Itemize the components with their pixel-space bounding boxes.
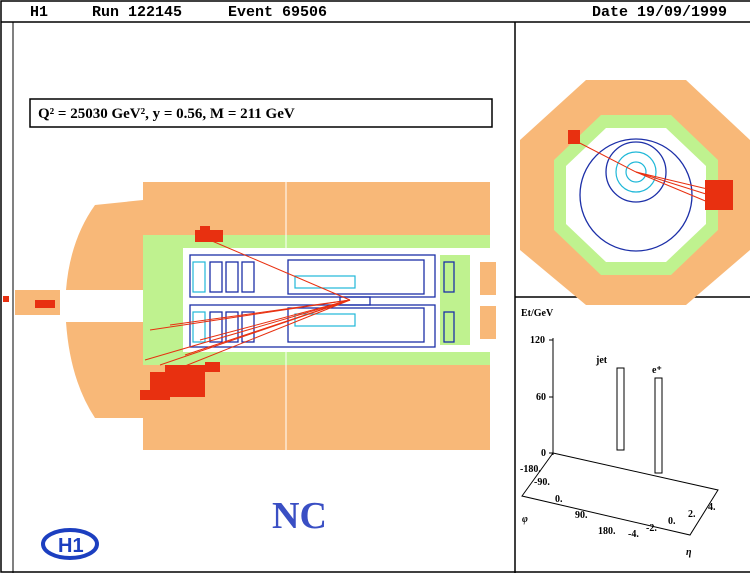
lego-plot-part bbox=[522, 453, 718, 535]
kinematics-box: Q² = 25030 GeV², y = 0.56, M = 211 GeV bbox=[30, 99, 492, 127]
side-view-detector-part bbox=[480, 262, 496, 295]
end-view-part bbox=[566, 128, 706, 262]
phi-tick: 180. bbox=[598, 526, 616, 537]
header: H1 Run 122145 Event 69506 Date 19/09/199… bbox=[30, 4, 727, 21]
eta-label: η bbox=[686, 547, 692, 558]
eta-tick: -4. bbox=[628, 529, 639, 540]
end-view bbox=[520, 80, 750, 305]
e-tick: 0 bbox=[541, 448, 546, 459]
e-tick: 60 bbox=[536, 392, 546, 403]
side-view-detector-part bbox=[66, 322, 143, 418]
logo: H1 bbox=[43, 530, 97, 558]
body: H1 Run 122145 Event 69506 Date 19/09/199… bbox=[0, 0, 750, 573]
phi-tick: -90. bbox=[534, 477, 550, 488]
end-view-part bbox=[568, 130, 580, 144]
phi-tick: -180. bbox=[520, 464, 541, 475]
side-view-detector-part bbox=[480, 306, 496, 339]
side-view-detector-part bbox=[143, 240, 183, 360]
phi-tick: 0. bbox=[555, 494, 563, 505]
end-view-part bbox=[705, 180, 733, 210]
lego-plot-part bbox=[617, 368, 624, 450]
process-label: NC bbox=[272, 495, 327, 537]
side-view-detector bbox=[15, 182, 496, 450]
energy-deposits-part bbox=[205, 362, 220, 372]
energy-deposits-part bbox=[200, 226, 210, 232]
e-tick: 120 bbox=[530, 335, 545, 346]
lego-axis-title: Et/GeV bbox=[521, 308, 554, 319]
peak-label: jet bbox=[595, 355, 608, 366]
side-view-detector-part bbox=[66, 200, 143, 290]
logo-text: H1 bbox=[58, 535, 84, 557]
date: Date 19/09/1999 bbox=[592, 4, 727, 21]
energy-deposits-part bbox=[3, 296, 9, 302]
eta-tick: 4. bbox=[708, 502, 716, 513]
lego-plot: Et/GeV 120 60 0 jet e⁺ -180. -90. 0. 90.… bbox=[520, 308, 718, 558]
side-view-detector-part bbox=[440, 262, 460, 295]
eta-tick: 2. bbox=[688, 509, 696, 520]
event-display: H1 Run 122145 Event 69506 Date 19/09/199… bbox=[0, 0, 750, 573]
side-view-detector-part bbox=[143, 182, 490, 237]
experiment: H1 bbox=[30, 4, 48, 21]
event: Event 69506 bbox=[228, 4, 327, 21]
page: {"header":{"experiment":"H1","run":"Run … bbox=[0, 0, 750, 573]
energy-deposits-part bbox=[165, 365, 205, 375]
energy-deposits-part bbox=[140, 390, 170, 400]
phi-tick: 90. bbox=[575, 510, 588, 521]
side-view-detector-part bbox=[143, 352, 490, 365]
run: Run 122145 bbox=[92, 4, 182, 21]
phi-label: φ bbox=[522, 514, 528, 525]
lego-plot-part bbox=[655, 378, 662, 473]
energy-deposits-part bbox=[35, 300, 55, 308]
eta-tick: -2. bbox=[646, 523, 657, 534]
peak-label: e⁺ bbox=[652, 365, 662, 376]
eta-tick: 0. bbox=[668, 516, 676, 527]
kinematics: Q² = 25030 GeV², y = 0.56, M = 211 GeV bbox=[38, 106, 295, 122]
